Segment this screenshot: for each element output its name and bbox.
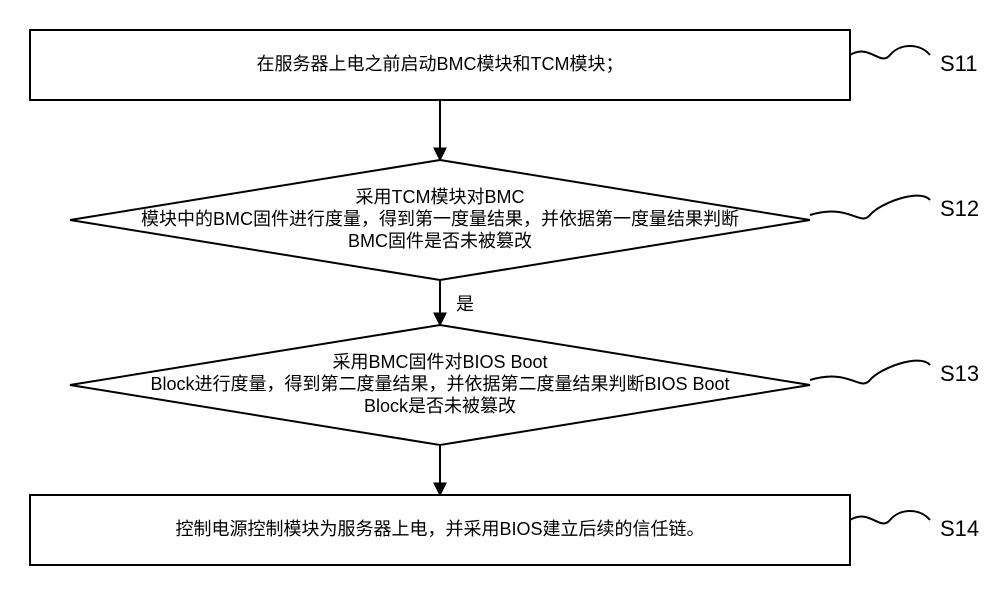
node-text: Block是否未被篡改 — [364, 395, 516, 416]
label-connector — [850, 511, 930, 523]
node-text: BMC固件是否未被篡改 — [348, 230, 532, 251]
step-label: S13 — [940, 361, 979, 386]
label-connector — [810, 196, 930, 219]
node-text: 采用TCM模块对BMC — [356, 187, 525, 207]
label-connector — [850, 46, 930, 58]
node-text: 在服务器上电之前启动BMC模块和TCM模块； — [257, 54, 624, 74]
node-s14: 控制电源控制模块为服务器上电，并采用BIOS建立后续的信任链。 S14 — [30, 495, 979, 565]
node-text: 采用BMC固件对BIOS Boot — [332, 352, 547, 372]
node-text: 控制电源控制模块为服务器上电，并采用BIOS建立后续的信任链。 — [175, 519, 704, 539]
step-label: S12 — [940, 196, 979, 221]
node-text: Block进行度量，得到第二度量结果，并依据第二度量结果判断BIOS Boot — [150, 374, 729, 394]
flowchart-canvas: 是 在服务器上电之前启动BMC模块和TCM模块； S11 采用TCM模块对BMC模块中… — [0, 0, 1000, 594]
edge-label: 是 — [456, 294, 474, 314]
step-label: S14 — [940, 516, 979, 541]
node-s13: 采用BMC固件对BIOS BootBlock进行度量，得到第二度量结果，并依据第… — [70, 325, 979, 445]
node-text: 模块中的BMC固件进行度量，得到第一度量结果，并依据第一度量结果判断 — [141, 209, 739, 229]
node-s12: 采用TCM模块对BMC模块中的BMC固件进行度量，得到第一度量结果，并依据第一度… — [70, 160, 979, 280]
node-s11: 在服务器上电之前启动BMC模块和TCM模块； S11 — [30, 30, 978, 100]
label-connector — [810, 361, 930, 384]
step-label: S11 — [940, 51, 978, 76]
